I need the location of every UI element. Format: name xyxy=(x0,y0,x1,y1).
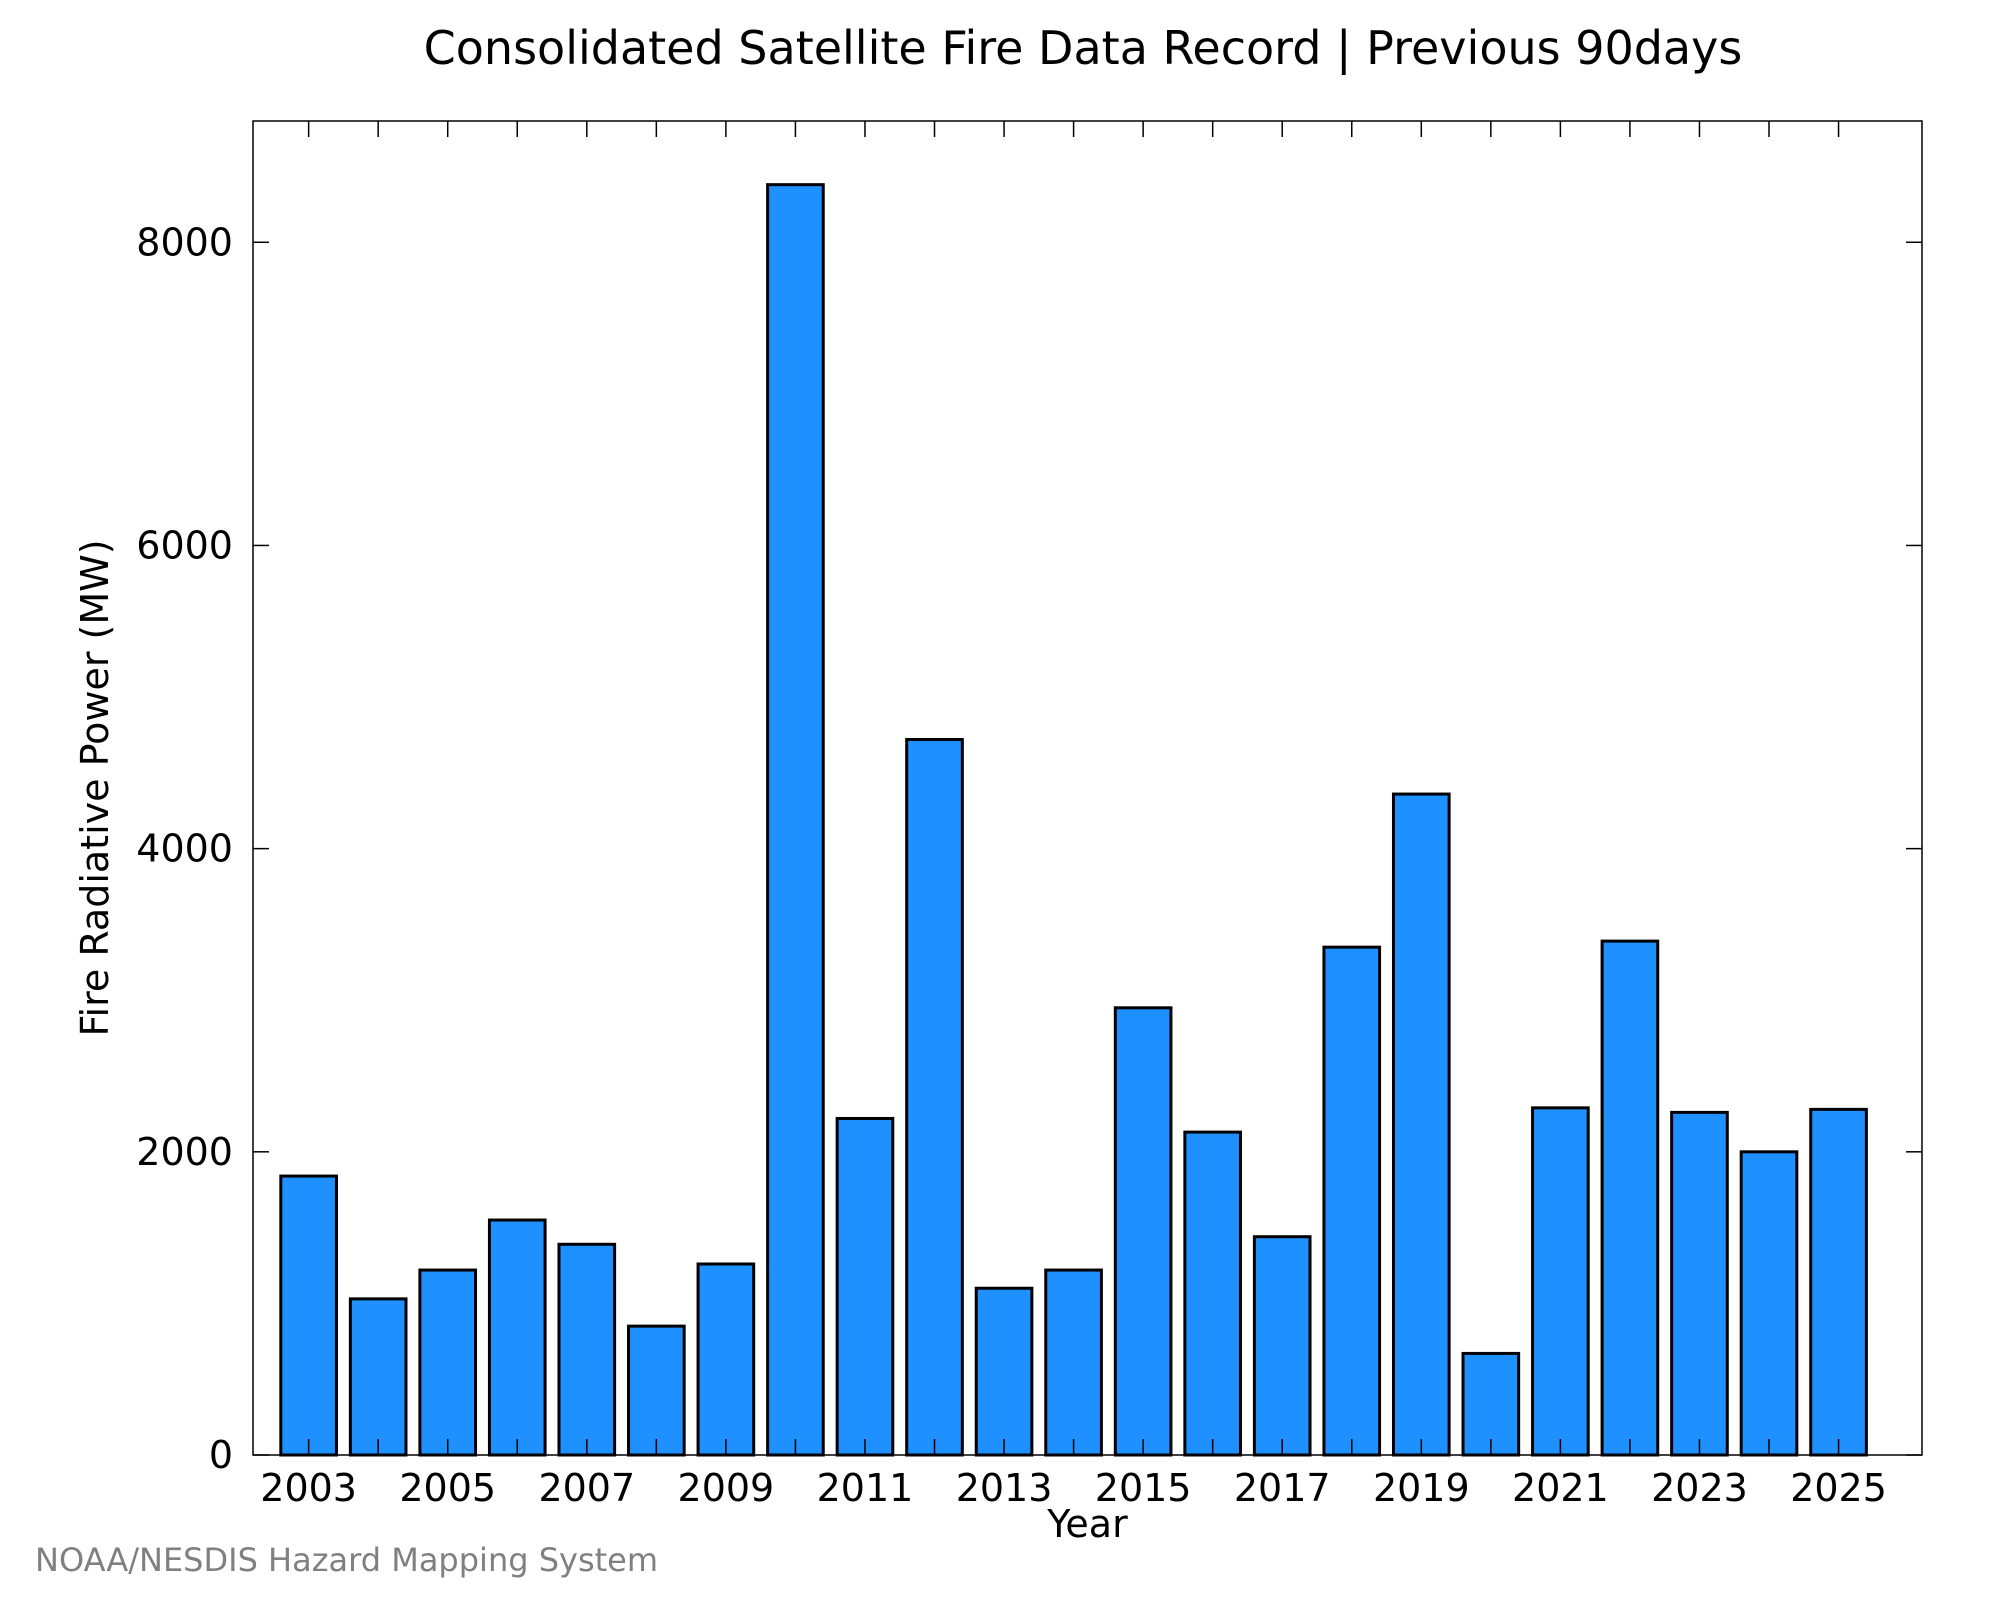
bar-2004 xyxy=(348,1297,408,1457)
y-tick-label-8000: 8000 xyxy=(136,220,233,264)
bar-2011 xyxy=(835,1116,895,1457)
bar-2013 xyxy=(974,1286,1034,1457)
y-tick-label-4000: 4000 xyxy=(136,827,233,871)
bar-2018 xyxy=(1322,945,1382,1457)
x-tick-label-2005: 2005 xyxy=(399,1466,496,1510)
x-tick-label-2015: 2015 xyxy=(1095,1466,1192,1510)
x-tick-label-2021: 2021 xyxy=(1512,1466,1609,1510)
x-tick-label-2013: 2013 xyxy=(956,1466,1053,1510)
y-tick-label-2000: 2000 xyxy=(136,1130,233,1174)
bar-2008 xyxy=(627,1324,686,1457)
bar-2023 xyxy=(1670,1110,1729,1457)
bar-2017 xyxy=(1252,1235,1312,1457)
y-tick-label-0: 0 xyxy=(209,1433,233,1477)
y-tick-label-6000: 6000 xyxy=(136,523,233,567)
x-axis-ticks: 2003 2005 2007 2009 2011 2013 2015 2017 2019 2021… xyxy=(260,121,1887,1510)
bar-2005 xyxy=(418,1268,478,1457)
x-tick-label-2007: 2007 xyxy=(538,1466,635,1510)
bars-group xyxy=(279,183,1868,1457)
bar-2003 xyxy=(279,1174,338,1457)
bar-2025 xyxy=(1809,1107,1868,1457)
bar-2019 xyxy=(1391,792,1451,1457)
bar-2009 xyxy=(696,1262,756,1457)
x-tick-label-2019: 2019 xyxy=(1373,1466,1470,1510)
bar-2024 xyxy=(1739,1150,1799,1457)
bar-2021 xyxy=(1531,1106,1590,1457)
x-tick-label-2017: 2017 xyxy=(1234,1466,1331,1510)
x-axis-label: Year xyxy=(1046,1502,1128,1546)
x-tick-label-2003: 2003 xyxy=(260,1466,357,1510)
x-tick-label-2023: 2023 xyxy=(1651,1466,1748,1510)
x-tick-label-2009: 2009 xyxy=(678,1466,775,1510)
x-tick-label-2011: 2011 xyxy=(817,1466,914,1510)
bar-2015 xyxy=(1113,1006,1173,1457)
bar-2016 xyxy=(1183,1130,1242,1457)
bar-2006 xyxy=(487,1218,547,1457)
bar-2022 xyxy=(1600,939,1660,1457)
bar-2012 xyxy=(905,737,964,1457)
y-axis-label: Fire Radiative Power (MW) xyxy=(73,539,117,1036)
bar-2007 xyxy=(557,1242,617,1457)
chart-title: Consolidated Satellite Fire Data Record … xyxy=(424,21,1743,76)
x-tick-label-2025: 2025 xyxy=(1790,1466,1887,1510)
bar-2014 xyxy=(1044,1268,1103,1457)
bar-2010 xyxy=(766,183,825,1457)
y-axis-ticks: 0 2000 4000 6000 8000 xyxy=(136,220,1922,1477)
plot-area-frame xyxy=(252,120,1923,1456)
source-credit: NOAA/NESDIS Hazard Mapping System xyxy=(35,1541,658,1579)
